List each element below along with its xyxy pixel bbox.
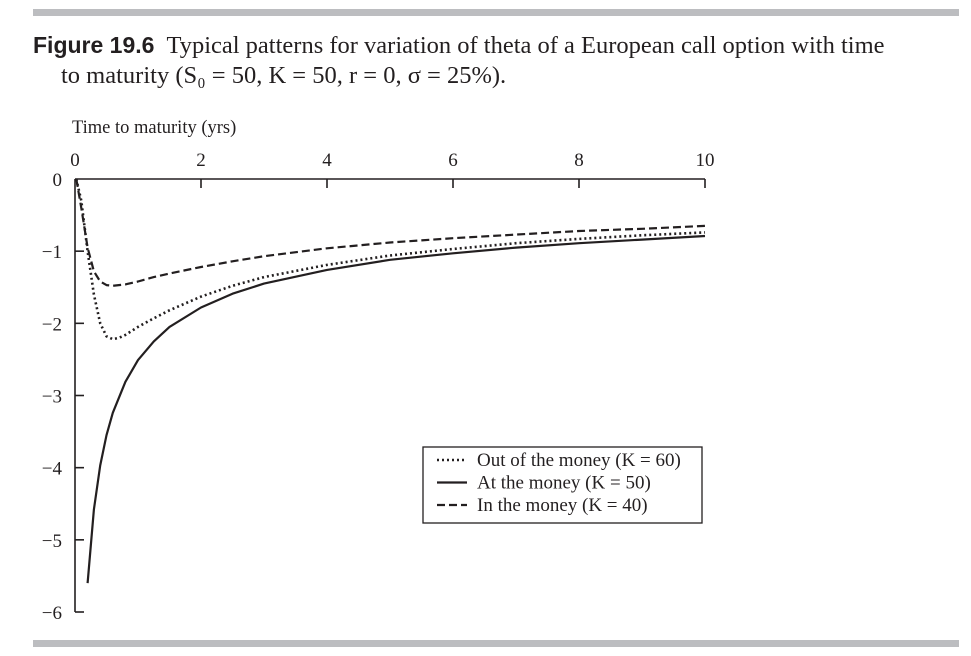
x-tick-label: 6 — [448, 150, 458, 171]
legend-label: Out of the money (K = 60) — [477, 450, 681, 471]
figure-caption: Figure 19.6 Typical patterns for variatio… — [33, 30, 963, 91]
series-line-dashed — [75, 178, 706, 287]
series-line-solid — [86, 234, 706, 584]
y-tick-label: −2 — [42, 314, 62, 335]
y-tick-label: 0 — [53, 170, 63, 191]
y-tick-label: −6 — [42, 603, 62, 624]
top-rule — [33, 9, 959, 16]
y-tick-label: −4 — [42, 459, 63, 480]
x-tick-label: 2 — [196, 150, 206, 171]
x-tick-label: 0 — [70, 150, 80, 171]
figure-title-line2: to maturity (S₀ = 50, K = 50, r = 0, σ =… — [61, 62, 507, 89]
y-tick-label: −3 — [42, 387, 62, 408]
y-tick-label: −5 — [42, 531, 62, 552]
x-tick-label: 8 — [574, 150, 584, 171]
figure-title-line1: Typical patterns for variation of theta … — [166, 32, 885, 59]
figure-label: Figure 19.6 — [33, 32, 155, 58]
series-line-dotted — [75, 178, 706, 341]
legend-label: At the money (K = 50) — [477, 473, 651, 494]
legend-label: In the money (K = 40) — [477, 495, 648, 516]
bottom-rule — [33, 640, 959, 647]
y-tick-label: −1 — [42, 242, 62, 263]
x-tick-label: 10 — [696, 150, 715, 171]
x-tick-label: 4 — [322, 150, 332, 171]
legend-box — [422, 446, 703, 524]
x-axis-label: Time to maturity (yrs) — [72, 118, 236, 138]
